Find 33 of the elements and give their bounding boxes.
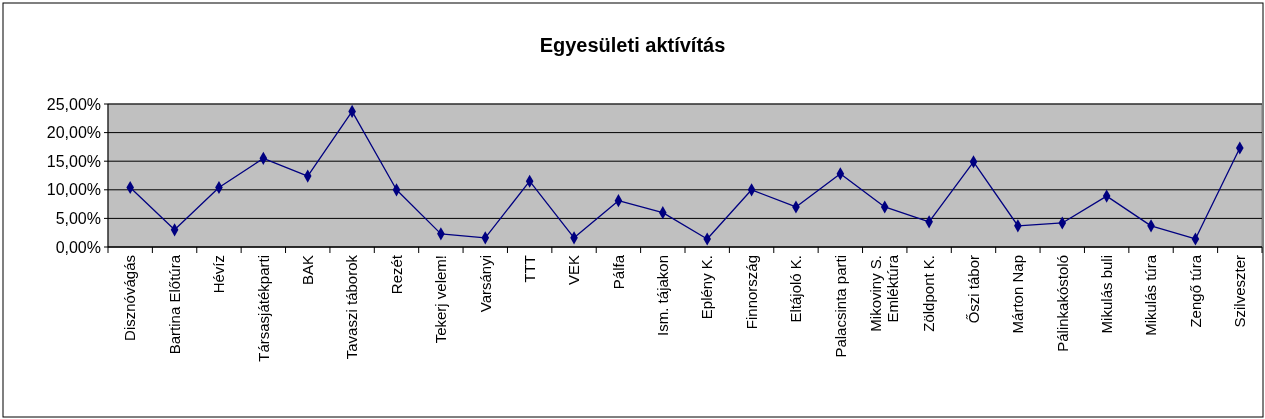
y-tick-label: 5,00%: [55, 210, 101, 227]
x-tick-label: Pálfa: [609, 254, 627, 290]
chart-title: Egyesületi aktívítás: [539, 34, 726, 56]
x-tick-label: Zengő túra: [1186, 254, 1204, 328]
y-tick-label: 10,00%: [46, 181, 101, 199]
x-tick-label: Márton Nap: [1009, 255, 1027, 334]
x-tick-label: BAK: [298, 255, 316, 286]
y-tick-label: 0,00%: [55, 238, 101, 256]
y-tick-label: 25,00%: [46, 95, 101, 113]
x-tick-label: Mikulás túra: [1142, 254, 1160, 336]
x-tick-label: Hévíz: [210, 255, 228, 294]
y-tick-label: 20,00%: [46, 124, 101, 142]
x-tick-label: Ism. tájakon: [654, 255, 672, 336]
x-tick-label: Tavaszi táborok: [343, 254, 361, 360]
x-tick-label: Szilveszter: [1231, 255, 1249, 328]
x-tick-label: Bartina Előtúra: [165, 254, 183, 355]
x-tick-label: Társasjátékparti: [254, 255, 272, 362]
x-tick-label: Varsányi: [476, 255, 494, 313]
x-tick-label: TTT: [520, 255, 538, 283]
x-tick-label: Tekerj velem!: [432, 255, 450, 344]
x-tick-label: Eplény K.: [698, 255, 716, 320]
x-tick-label: Pálinkakóstoló: [1053, 255, 1071, 352]
x-tick-label: Disznóvágás: [121, 255, 139, 341]
x-tick-label: Eltájoló K.: [787, 255, 805, 323]
x-tick-label: Őszi tábor: [964, 255, 982, 324]
x-tick-label: Zöldpont K.: [920, 255, 938, 332]
y-tick-label: 15,00%: [46, 152, 101, 170]
x-tick-label: Mikoviny S. Emléktúra: [867, 254, 902, 332]
x-tick-label: Mikulás buli: [1097, 255, 1115, 334]
x-tick-label: Palacsinta parti: [831, 255, 849, 358]
x-tick-label: VEK: [565, 255, 583, 286]
x-tick-label: Rezét: [387, 254, 405, 295]
x-tick-label: Finnország: [742, 255, 760, 330]
